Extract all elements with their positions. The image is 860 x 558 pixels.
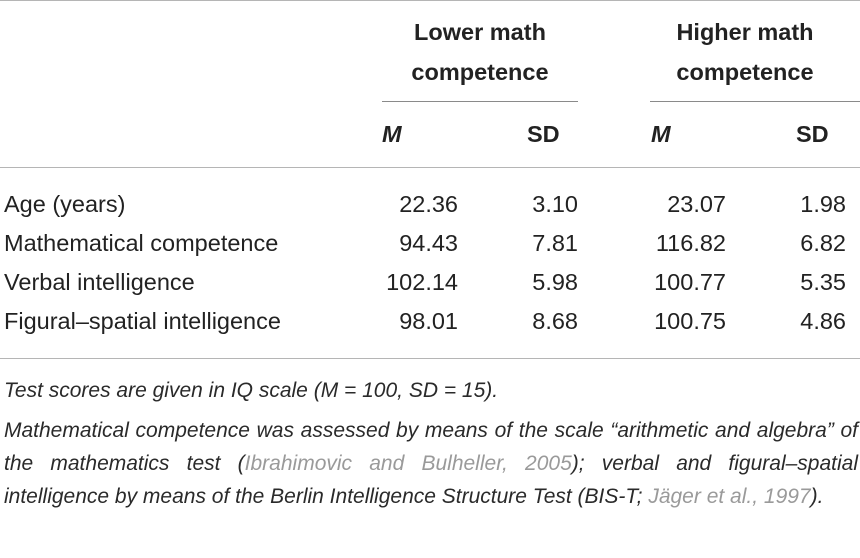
row-label: Verbal intelligence [4,269,195,295]
cell-lower-m: 94.43 [399,230,458,256]
subheader-lower-sd: SD [527,121,560,147]
row-label: Age (years) [4,191,126,217]
group-header-lower-line2: competence [411,59,549,85]
table-note-methods: Mathematical competence was assessed by … [4,414,858,513]
row-label: Figural–spatial intelligence [4,308,281,334]
cell-lower-m: 22.36 [399,191,458,217]
header-bottom-rule [0,167,860,168]
note-text: ); verbal and figural–spatial intelligen… [4,452,859,508]
cell-lower-m: 98.01 [399,308,458,334]
cell-higher-sd: 1.98 [800,191,846,217]
cell-higher-sd: 5.35 [800,269,846,295]
row-label: Mathematical competence [4,230,279,256]
cell-higher-sd: 4.86 [800,308,846,334]
table-note-scale: Test scores are given in IQ scale (M = 1… [4,379,499,402]
cell-lower-sd: 7.81 [532,230,578,256]
cell-lower-m: 102.14 [386,269,458,295]
cell-higher-m: 100.77 [654,269,726,295]
cell-higher-m: 100.75 [654,308,726,334]
group-header-lower-line1: Lower math [414,19,546,45]
note-text: Mathematical competence was assessed by … [4,419,858,475]
cell-lower-sd: 8.68 [532,308,578,334]
subheader-higher-sd: SD [796,121,829,147]
table-bottom-rule [0,358,860,359]
cell-lower-sd: 5.98 [532,269,578,295]
table-top-rule [0,0,860,1]
group-header-higher-line2: competence [676,59,814,85]
citation-link-jager[interactable]: Jäger et al., 1997 [648,485,811,508]
citation-link-ibrahimovic[interactable]: Ibrahimovic and Bulheller, 2005 [244,452,572,475]
group-header-lower: Lower math competence [380,12,580,92]
group-rule-lower [382,101,578,102]
group-header-higher: Higher math competence [645,12,845,92]
subheader-higher-m: M [651,121,671,147]
cell-lower-sd: 3.10 [532,191,578,217]
group-rule-higher [650,101,860,102]
group-header-higher-line1: Higher math [676,19,814,45]
note-text: ). [810,485,824,508]
cell-higher-sd: 6.82 [800,230,846,256]
cell-higher-m: 116.82 [655,230,726,256]
cell-higher-m: 23.07 [667,191,726,217]
subheader-lower-m: M [382,121,402,147]
